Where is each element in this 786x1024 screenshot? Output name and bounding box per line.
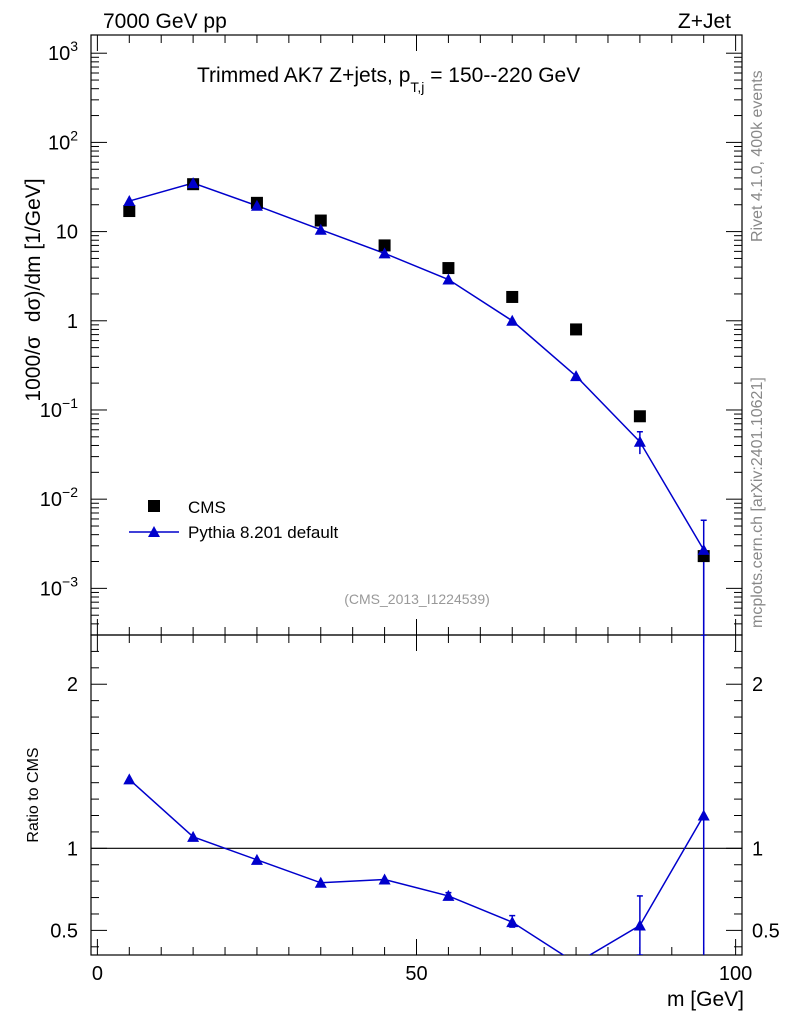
ratio-y-tick-label: 0.5 bbox=[50, 920, 78, 942]
tick-exponent: 3 bbox=[70, 38, 78, 54]
legend-marker-pythia bbox=[148, 526, 160, 537]
x-tick-label: 0 bbox=[92, 963, 103, 985]
main-y-tick-label: 1 bbox=[67, 311, 78, 333]
pythia-point bbox=[633, 435, 646, 447]
tick-base: 10 bbox=[48, 132, 70, 154]
tick-base: 10 bbox=[40, 578, 62, 600]
energy-label: 7000 GeV pp bbox=[103, 10, 227, 33]
rivet-label: Rivet 4.1.0, 400k events bbox=[749, 70, 766, 242]
pythia-point bbox=[123, 195, 136, 207]
tick-base: 10 bbox=[40, 489, 62, 511]
main-y-tick-label: 102 bbox=[48, 127, 78, 154]
pythia-line bbox=[129, 182, 705, 551]
title-tail: = 150--220 GeV bbox=[424, 64, 580, 87]
ratio-series bbox=[123, 635, 710, 955]
pythia-point bbox=[442, 273, 455, 285]
tick-exponent: −3 bbox=[62, 573, 78, 589]
title-main: Trimmed AK7 Z+jets, p bbox=[197, 64, 410, 87]
ratio-line bbox=[128, 778, 705, 955]
main-title: Trimmed AK7 Z+jets, pT,j = 150--220 GeV bbox=[197, 64, 580, 95]
ratio-y-tick-label-right: 0.5 bbox=[752, 920, 780, 942]
process-label: Z+Jet bbox=[678, 10, 731, 33]
main-y-tick-label: 10 bbox=[56, 222, 78, 244]
tick-exponent: 2 bbox=[70, 127, 78, 143]
ylabel-b: dσ)/dm [1/GeV] bbox=[22, 178, 45, 322]
main-y-tick-label: 10−1 bbox=[40, 395, 78, 422]
ylabel-a: 1000/σ bbox=[22, 336, 45, 402]
ratio-point bbox=[378, 873, 391, 885]
pythia-point bbox=[506, 314, 519, 326]
pythia-point bbox=[378, 247, 391, 259]
ratio-point bbox=[314, 876, 327, 888]
ratio-panel-frame bbox=[90, 634, 743, 956]
ratio-point bbox=[506, 916, 519, 928]
legend-label-pythia: Pythia 8.201 default bbox=[188, 523, 339, 542]
ratio-y-tick-label: 1 bbox=[67, 838, 78, 860]
cms-point bbox=[506, 290, 519, 303]
ratio-y-tick-label: 2 bbox=[67, 674, 78, 696]
cms-point bbox=[123, 205, 136, 218]
x-tick-label: 100 bbox=[719, 963, 752, 985]
tick-base: 10 bbox=[40, 400, 62, 422]
ratio-point bbox=[697, 809, 710, 821]
main-y-tick-label: 10−2 bbox=[40, 484, 78, 511]
ratio-point bbox=[123, 773, 136, 785]
tick-base: 1 bbox=[67, 311, 78, 333]
x-tick-label: 50 bbox=[405, 963, 427, 985]
ratio-point bbox=[250, 853, 263, 865]
pythia-point bbox=[570, 370, 583, 382]
main-ylabel: 1000/σ dσ)/dm [1/GeV] bbox=[22, 178, 45, 401]
cms-point bbox=[378, 239, 391, 252]
cms-point bbox=[314, 214, 327, 227]
title-sub: T,j bbox=[410, 79, 424, 95]
legend-label-cms: CMS bbox=[188, 498, 226, 517]
cms-point bbox=[570, 323, 583, 336]
legend-marker-cms bbox=[148, 500, 160, 512]
pythia-point bbox=[250, 199, 263, 211]
ratio-point bbox=[187, 830, 200, 842]
main-y-tick-label: 103 bbox=[48, 38, 78, 65]
main-panel-frame bbox=[90, 34, 743, 636]
x-axis-label: m [GeV] bbox=[667, 988, 744, 1011]
ratio-point bbox=[442, 889, 455, 901]
tick-exponent: −1 bbox=[62, 395, 78, 411]
cms-point bbox=[633, 410, 646, 423]
cms-point bbox=[442, 262, 455, 275]
ratio-y-tick-label-right: 1 bbox=[752, 838, 763, 860]
mcplots-label: mcplots.cern.ch [arXiv:2401.10621] bbox=[749, 377, 766, 628]
pythia-point bbox=[697, 543, 710, 555]
pythia-point bbox=[187, 177, 200, 189]
tick-base: 10 bbox=[56, 222, 78, 244]
tick-exponent: −2 bbox=[62, 484, 78, 500]
ratio-y-tick-label-right: 2 bbox=[752, 674, 763, 696]
ratio-ylabel: Ratio to CMS bbox=[25, 747, 42, 842]
main-y-tick-label: 10−3 bbox=[40, 573, 78, 600]
analysis-watermark: (CMS_2013_I1224539) bbox=[344, 591, 490, 607]
legend: CMS Pythia 8.201 default bbox=[129, 498, 339, 542]
pythia-point bbox=[314, 223, 327, 235]
ratio-point bbox=[633, 919, 646, 931]
tick-base: 10 bbox=[48, 43, 70, 65]
